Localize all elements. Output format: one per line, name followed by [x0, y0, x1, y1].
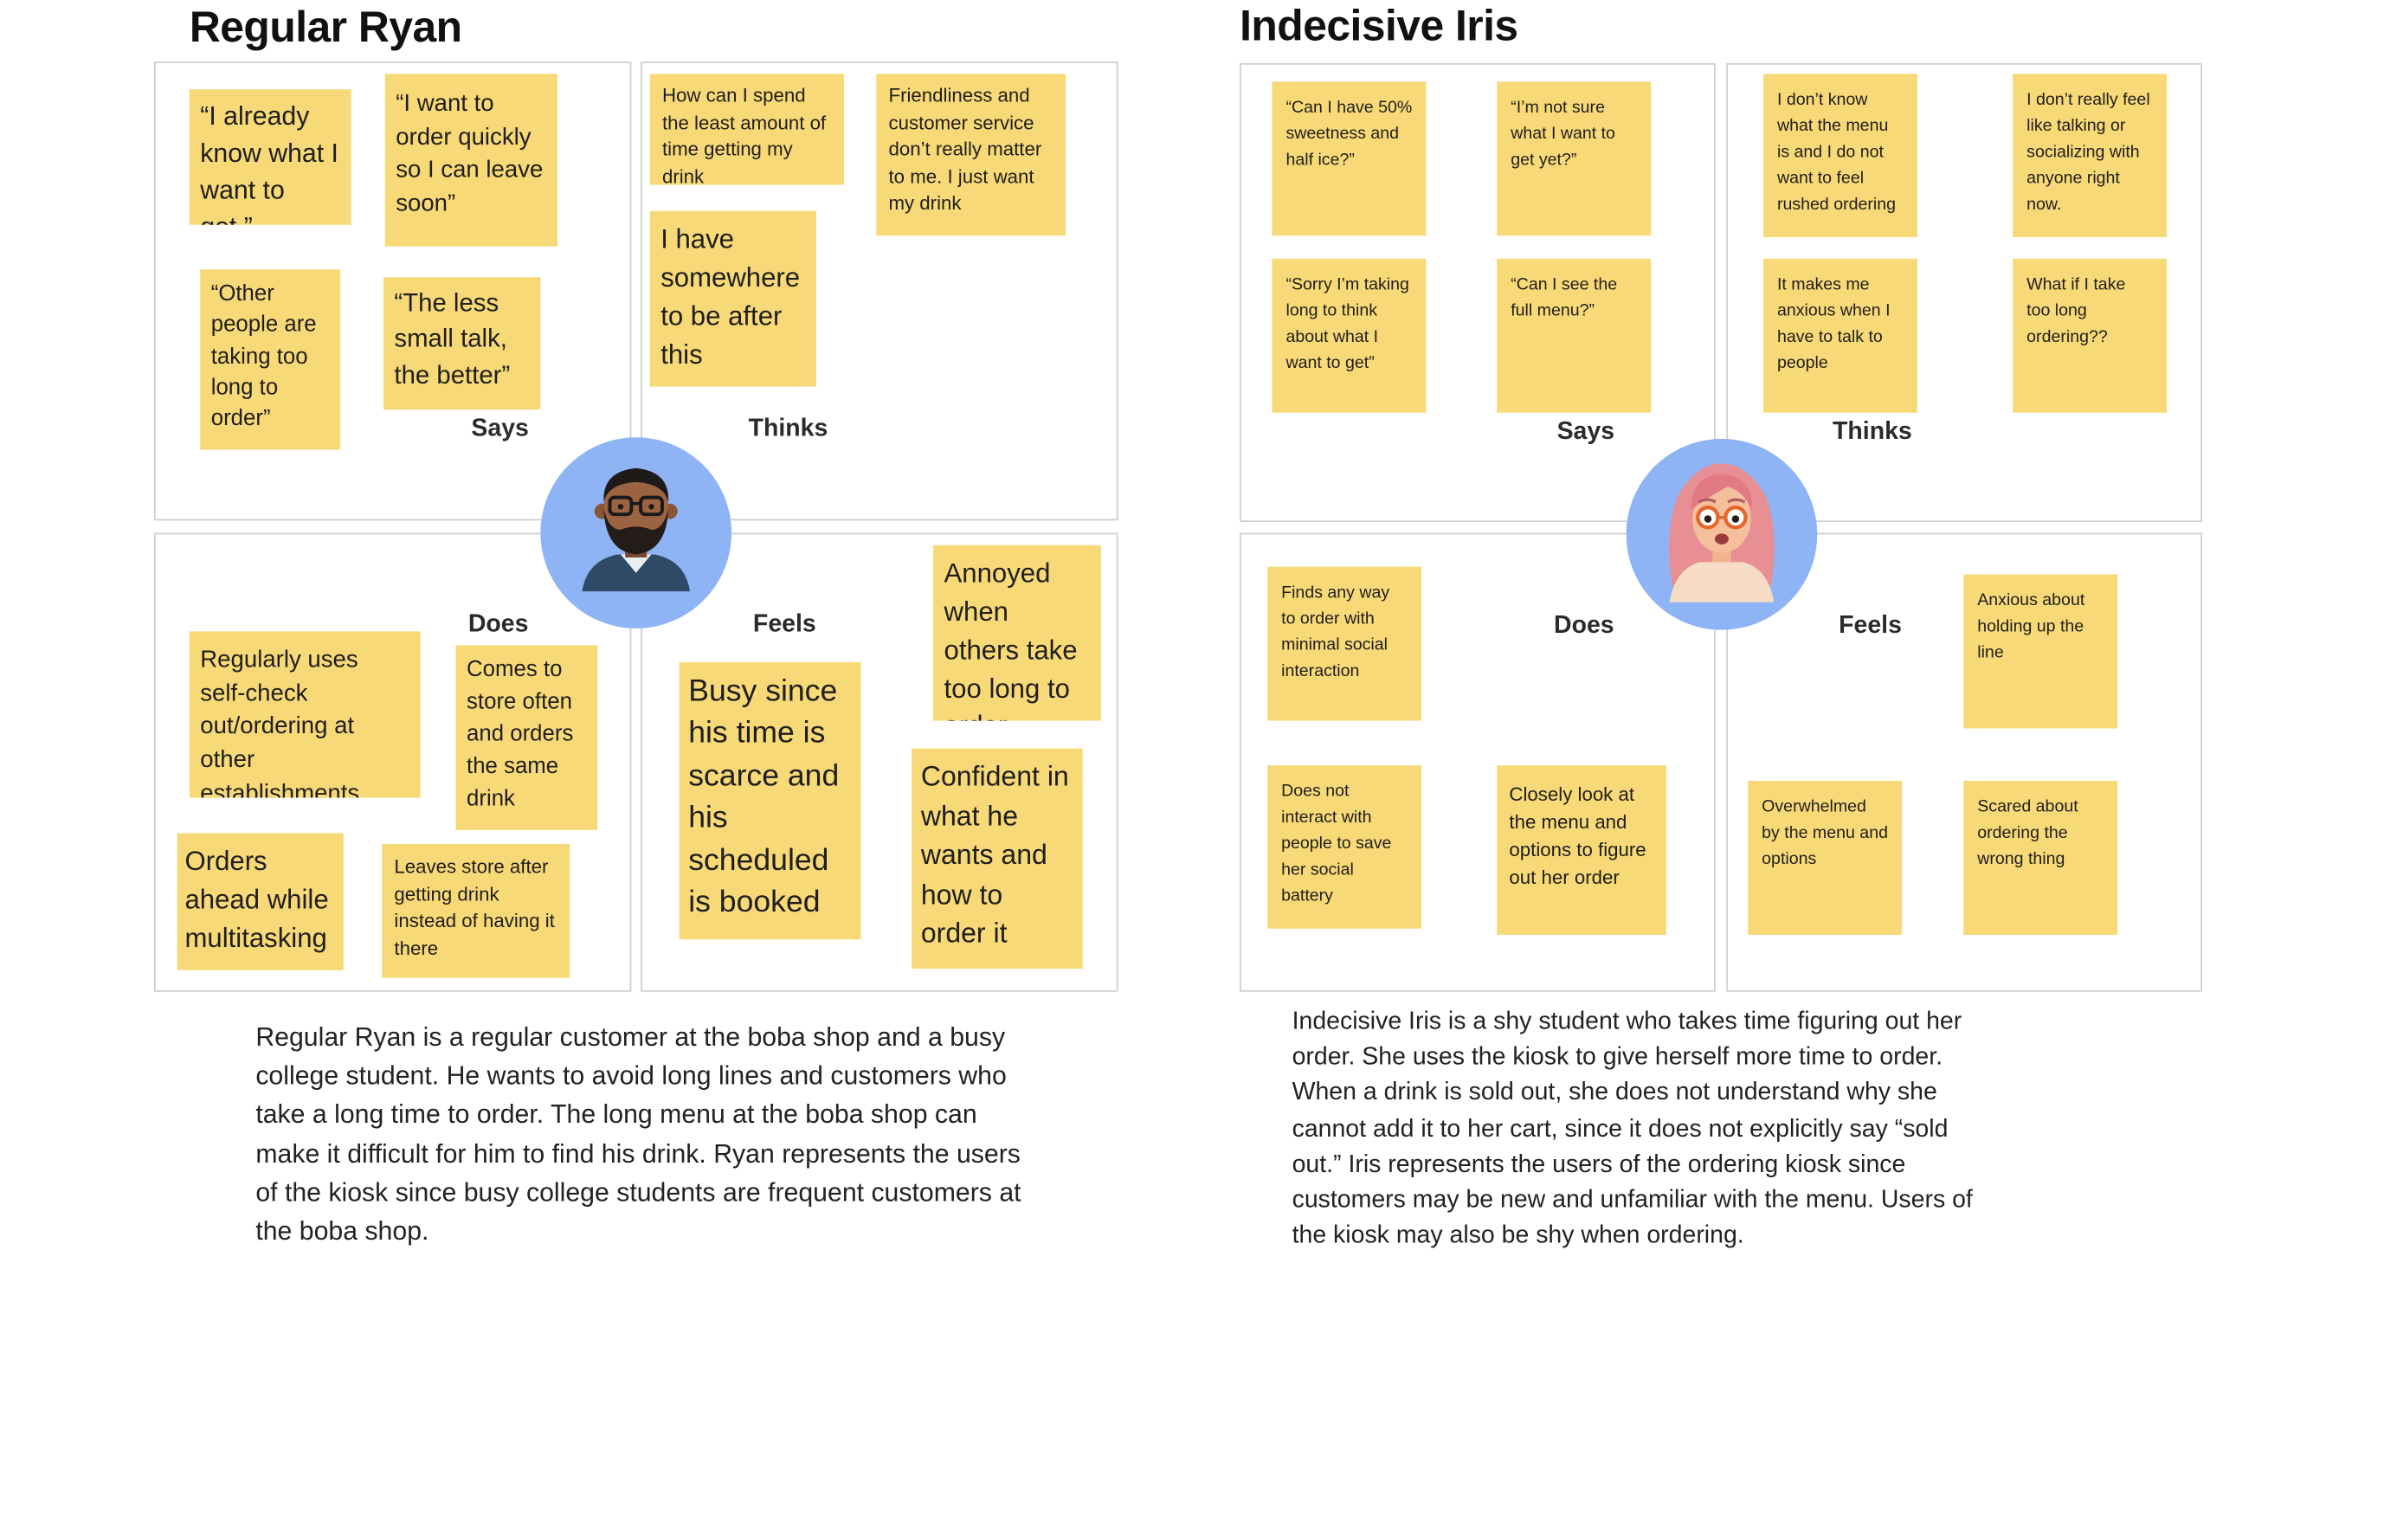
persona-title-iris: Indecisive Iris [1240, 1, 1518, 49]
iris-says-label: Says [1556, 418, 1615, 446]
ryan-thinks-note-1: How can I spend the least amount of time… [649, 74, 844, 185]
iris-thinks-label: Thinks [1833, 418, 1912, 446]
ryan-feels-label: Feels [752, 611, 816, 638]
ryan-description: Regular Ryan is a regular customer at th… [255, 1022, 1021, 1247]
pink-haired-woman-with-glasses-icon [1626, 439, 1818, 630]
ryan-feels-note-1: Annoyed when others take too long to ord… [933, 544, 1101, 721]
bearded-man-with-glasses-icon [540, 437, 732, 628]
persona-title-ryan: Regular Ryan [189, 3, 462, 51]
ryan-does-note-1: Regularly uses self-check out/ordering a… [189, 631, 421, 798]
ryan-does-note-4: Leaves store after getting drink instead… [382, 843, 570, 978]
iris-does-note-1: Finds any way to order with minimal soci… [1267, 566, 1422, 721]
iris-description: Indecisive Iris is a shy student who tak… [1292, 1008, 1973, 1250]
ryan-avatar [540, 437, 732, 628]
ryan-says-note-4: “The less small talk, the better” [383, 277, 541, 410]
ryan-says-note-1: “I already know what I want to get.” [189, 89, 351, 225]
ryan-says-label: Says [471, 416, 529, 442]
iris-thinks-note-4: What if I take too long ordering?? [2013, 258, 2168, 413]
iris-thinks-note-1: I don’t know what the menu is and I do n… [1762, 74, 1917, 237]
iris-says-note-2: “I’m not sure what I want to get yet?” [1497, 81, 1652, 236]
ryan-thinks-note-3: I have somewhere to be after this [649, 210, 816, 387]
iris-says-note-4: “Can I see the full menu?” [1497, 258, 1652, 413]
iris-avatar [1626, 439, 1818, 630]
ryan-thinks-label: Thinks [748, 416, 828, 442]
iris-does-label: Does [1554, 613, 1614, 640]
iris-feels-note-3: Scared about ordering the wrong thing [1963, 780, 2118, 935]
ryan-says-note-3: “Other people are taking too long to ord… [200, 269, 341, 450]
ryan-feels-note-2: Busy since his time is scarce and his sc… [679, 661, 861, 940]
iris-thinks-note-3: It makes me anxious when I have to talk … [1762, 258, 1917, 413]
ryan-does-note-3: Orders ahead while multitasking [177, 833, 344, 970]
iris-says-note-1: “Can I have 50% sweetness and half ice?” [1272, 81, 1427, 236]
ryan-does-label: Does [467, 611, 529, 638]
ryan-says-note-2: “I want to order quickly so I can leave … [384, 74, 557, 247]
iris-feels-note-1: Anxious about holding up the line [1963, 574, 2118, 729]
iris-feels-label: Feels [1839, 613, 1902, 640]
iris-feels-note-2: Overwhelmed by the menu and options [1748, 780, 1903, 935]
ryan-thinks-note-2: Friendliness and customer service don’t … [876, 74, 1066, 236]
iris-does-note-2: Does not interact with people to save he… [1267, 765, 1422, 929]
iris-does-note-3: Closely look at the menu and options to … [1497, 765, 1666, 935]
ryan-does-note-2: Comes to store often and orders the same… [455, 645, 598, 830]
ryan-feels-note-3: Confident in what he wants and how to or… [912, 748, 1083, 969]
iris-says-note-3: “Sorry I’m taking long to think about wh… [1272, 258, 1427, 413]
iris-thinks-note-2: I don’t really feel like talking or soci… [2013, 74, 2168, 237]
